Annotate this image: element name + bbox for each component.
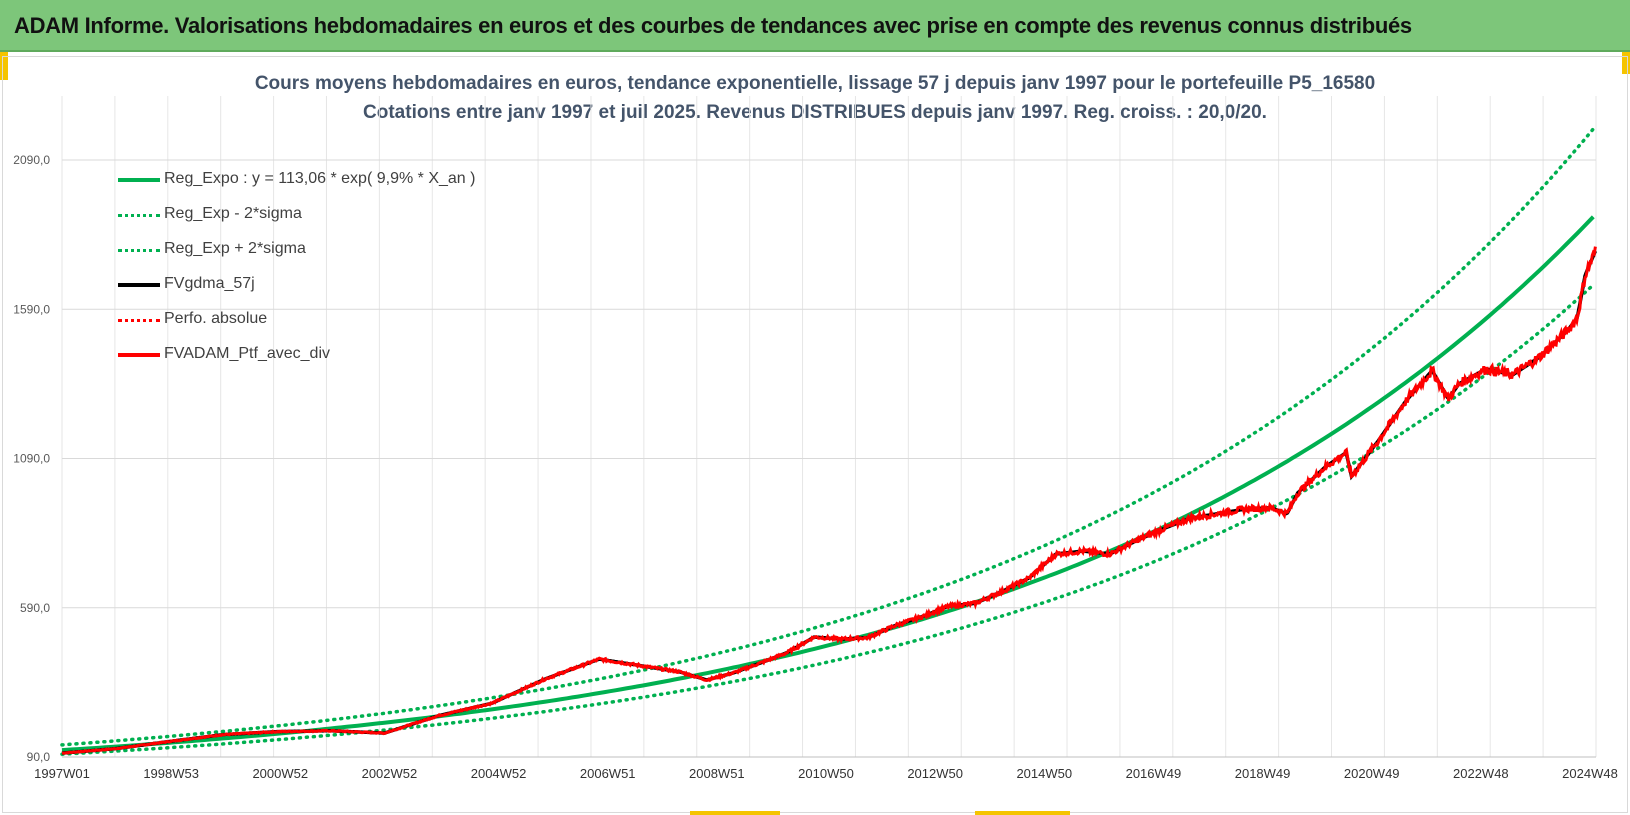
app-title: ADAM Informe. Valorisations hebdomadaire… (14, 13, 1412, 38)
series-fvgdma-57j (61, 250, 1598, 755)
legend-swatch (118, 283, 160, 287)
legend-swatch (118, 353, 160, 357)
chart-frame (2, 56, 1628, 813)
legend-swatch (118, 214, 160, 217)
x-tick-label: 2014W50 (1016, 766, 1072, 781)
series-reg-expo (61, 215, 1595, 753)
y-tick-label: 90,0 (27, 750, 51, 764)
chart-title-line1: Cours moyens hebdomadaires en euros, ten… (254, 73, 1376, 94)
accent-bar-left (0, 52, 8, 80)
legend-label: FVgdma_57j (164, 275, 255, 292)
y-tick-label: 1090,0 (13, 452, 50, 466)
x-tick-label: 2010W50 (798, 766, 854, 781)
legend-label: FVADAM_Ptf_avec_div (164, 345, 330, 362)
legend-swatch (118, 249, 160, 252)
x-tick-label: 2006W51 (580, 766, 636, 781)
y-tick-label: 1590,0 (13, 302, 50, 316)
chart-title-line2: Cotations entre janv 1997 et juil 2025. … (363, 102, 1267, 123)
legend-swatch (118, 319, 160, 322)
legend-label: Reg_Expo : y = 113,06 * exp( 9,9% * X_an… (164, 170, 476, 187)
x-tick-label: 2012W50 (907, 766, 963, 781)
x-tick-label: 1997W01 (34, 766, 90, 781)
x-tick-label: 2024W48 (1562, 766, 1618, 781)
x-tick-label: 1998W53 (143, 766, 199, 781)
accent-bar-right (1622, 52, 1630, 74)
legend-label: Reg_Exp - 2*sigma (164, 205, 302, 222)
x-tick-label: 2016W49 (1126, 766, 1182, 781)
x-tick-label: 2020W49 (1344, 766, 1400, 781)
y-tick-label: 2090,0 (13, 153, 50, 167)
series-reg-exp-plus-2sigma (60, 127, 1596, 747)
app-header: ADAM Informe. Valorisations hebdomadaire… (0, 0, 1630, 52)
legend-swatch (118, 178, 160, 182)
accent-bar-bottom (690, 811, 780, 815)
legend-label: Perfo. absolue (164, 310, 268, 327)
legend-label: Reg_Exp + 2*sigma (164, 240, 306, 257)
series-reg-exp-minus-2sigma (60, 283, 1596, 756)
x-tick-label: 2018W49 (1235, 766, 1291, 781)
x-tick-label: 2022W48 (1453, 766, 1509, 781)
y-tick-label: 590,0 (20, 601, 50, 615)
x-tick-label: 2002W52 (362, 766, 418, 781)
x-tick-label: 2004W52 (471, 766, 527, 781)
x-tick-label: 2008W51 (689, 766, 745, 781)
x-tick-label: 2000W52 (252, 766, 308, 781)
series-fvadam-ptf-avec-div (61, 246, 1597, 755)
accent-bar-bottom (975, 811, 1070, 815)
